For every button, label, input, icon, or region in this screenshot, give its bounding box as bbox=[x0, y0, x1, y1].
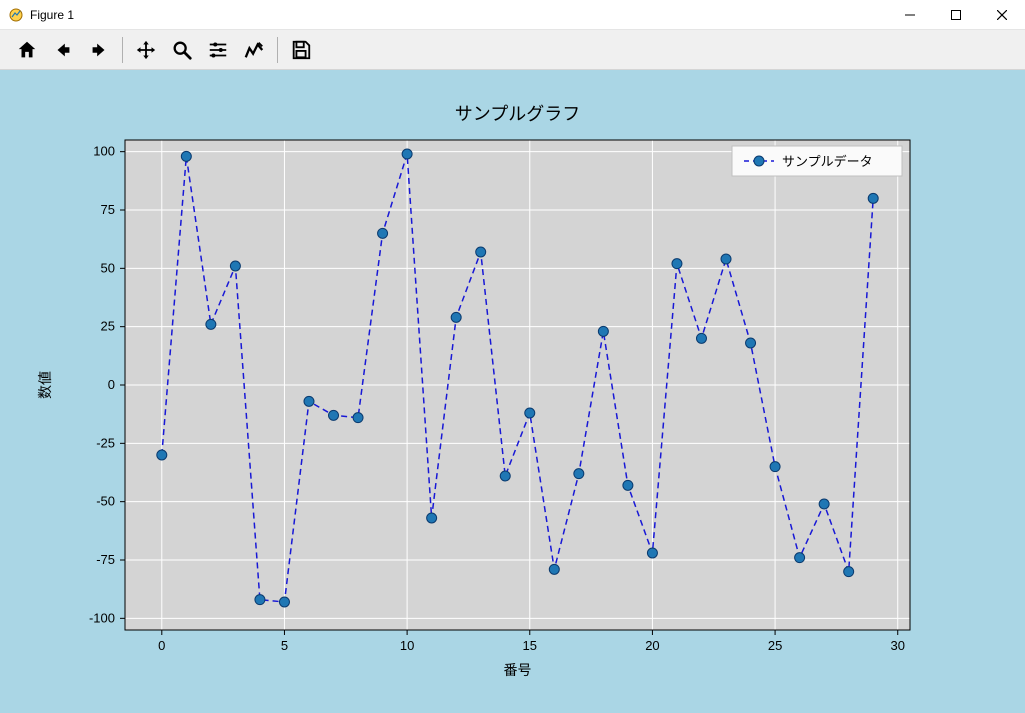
chart-title: サンプルグラフ bbox=[455, 104, 580, 124]
ytick-label: -100 bbox=[89, 610, 115, 625]
y-axis-label: 数値 bbox=[37, 371, 53, 399]
window-titlebar: Figure 1 bbox=[0, 0, 1025, 30]
ytick-label: 50 bbox=[101, 260, 115, 275]
data-marker bbox=[157, 450, 167, 460]
ytick-label: -25 bbox=[96, 435, 115, 450]
edit-axis-button[interactable] bbox=[239, 35, 269, 65]
data-marker bbox=[378, 228, 388, 238]
ytick-label: -75 bbox=[96, 552, 115, 567]
data-marker bbox=[427, 513, 437, 523]
data-marker bbox=[279, 597, 289, 607]
zoom-button[interactable] bbox=[167, 35, 197, 65]
data-marker bbox=[770, 462, 780, 472]
toolbar-separator bbox=[122, 37, 123, 63]
chart-svg: 0 5 10 15 20 25 30 -100 -75 -50 -25 0 25 50 75 100 サンプルグ… bbox=[0, 70, 1025, 713]
ytick-label: 0 bbox=[108, 377, 115, 392]
data-marker bbox=[746, 338, 756, 348]
xtick-label: 20 bbox=[645, 638, 659, 653]
figure-canvas[interactable]: 0 5 10 15 20 25 30 -100 -75 -50 -25 0 25 50 75 100 サンプルグ… bbox=[0, 70, 1025, 713]
data-marker bbox=[476, 247, 486, 257]
data-marker bbox=[623, 480, 633, 490]
data-marker bbox=[819, 499, 829, 509]
data-marker bbox=[353, 413, 363, 423]
data-marker bbox=[672, 259, 682, 269]
matplotlib-toolbar bbox=[0, 30, 1025, 70]
data-marker bbox=[329, 410, 339, 420]
data-marker bbox=[304, 396, 314, 406]
save-button[interactable] bbox=[286, 35, 316, 65]
data-marker bbox=[255, 595, 265, 605]
data-marker bbox=[598, 326, 608, 336]
home-button[interactable] bbox=[12, 35, 42, 65]
minimize-button[interactable] bbox=[887, 0, 933, 29]
data-marker bbox=[721, 254, 731, 264]
xtick-label: 0 bbox=[158, 638, 165, 653]
xtick-label: 15 bbox=[523, 638, 537, 653]
data-marker bbox=[230, 261, 240, 271]
toolbar-separator bbox=[277, 37, 278, 63]
data-marker bbox=[402, 149, 412, 159]
xtick-label: 25 bbox=[768, 638, 782, 653]
x-axis-label: 番号 bbox=[504, 662, 532, 678]
legend-label: サンプルデータ bbox=[782, 154, 873, 169]
xtick-label: 10 bbox=[400, 638, 414, 653]
data-marker bbox=[574, 469, 584, 479]
window-buttons bbox=[887, 0, 1025, 29]
data-marker bbox=[549, 564, 559, 574]
data-marker bbox=[795, 553, 805, 563]
data-marker bbox=[451, 312, 461, 322]
xtick-label: 5 bbox=[281, 638, 288, 653]
data-marker bbox=[206, 319, 216, 329]
ytick-label: 75 bbox=[101, 202, 115, 217]
data-marker bbox=[525, 408, 535, 418]
legend-marker bbox=[754, 156, 764, 166]
maximize-button[interactable] bbox=[933, 0, 979, 29]
pan-button[interactable] bbox=[131, 35, 161, 65]
window-title: Figure 1 bbox=[30, 8, 887, 22]
xtick-label: 30 bbox=[891, 638, 905, 653]
back-button[interactable] bbox=[48, 35, 78, 65]
data-marker bbox=[647, 548, 657, 558]
app-icon bbox=[8, 7, 24, 23]
data-marker bbox=[181, 151, 191, 161]
ytick-label: 25 bbox=[101, 319, 115, 334]
data-marker bbox=[868, 193, 878, 203]
close-button[interactable] bbox=[979, 0, 1025, 29]
data-marker bbox=[696, 333, 706, 343]
data-marker bbox=[500, 471, 510, 481]
forward-button[interactable] bbox=[84, 35, 114, 65]
ytick-label: -50 bbox=[96, 494, 115, 509]
configure-subplots-button[interactable] bbox=[203, 35, 233, 65]
ytick-label: 100 bbox=[93, 144, 115, 159]
data-marker bbox=[844, 567, 854, 577]
